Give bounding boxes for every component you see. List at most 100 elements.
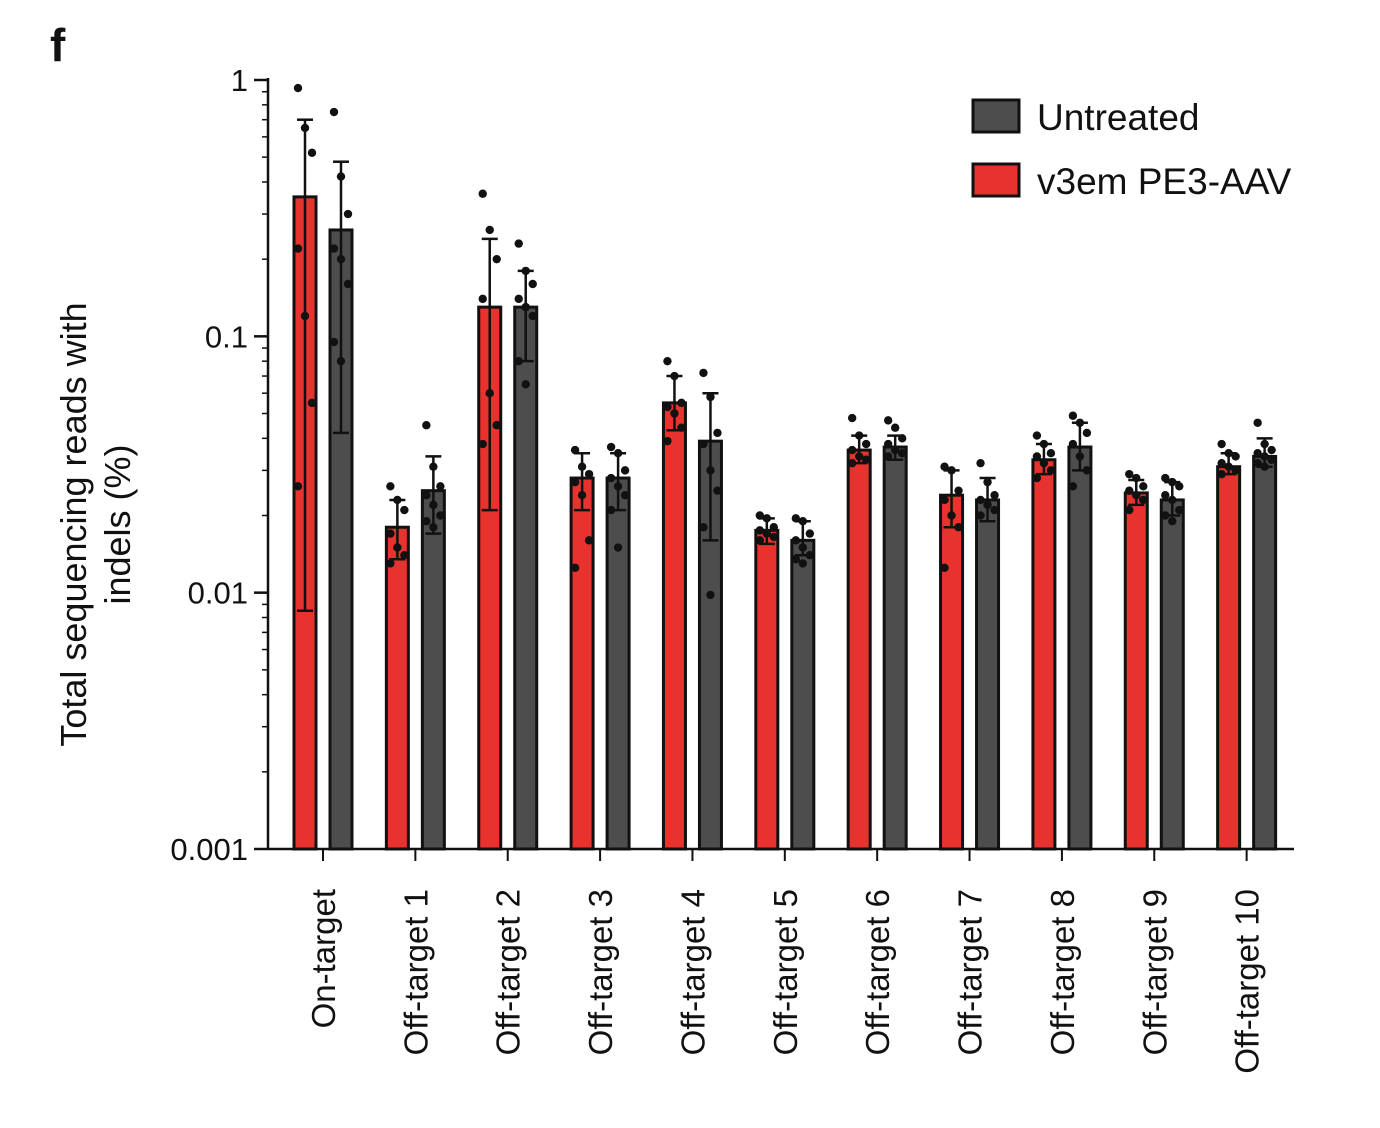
- y-tick-label: 0.001: [170, 832, 248, 867]
- data-point: [983, 500, 992, 510]
- x-tick-label: Off-target 2: [490, 889, 527, 1055]
- data-point: [706, 590, 715, 600]
- data-point: [706, 466, 715, 475]
- data-point: [1032, 473, 1042, 483]
- data-point: [990, 505, 999, 515]
- data-point: [713, 486, 722, 495]
- data-point: [947, 466, 956, 475]
- bar-treated: [661, 401, 687, 851]
- data-point: [713, 428, 722, 438]
- data-point: [1217, 458, 1226, 468]
- data-point: [1046, 449, 1056, 458]
- data-point: [1032, 431, 1042, 440]
- data-point: [478, 189, 487, 198]
- data-point: [670, 371, 679, 381]
- data-point: [307, 398, 317, 408]
- data-point: [1046, 466, 1056, 475]
- data-point: [492, 254, 501, 264]
- data-point: [1161, 511, 1170, 520]
- x-tick-label: Off-target 10: [1229, 889, 1266, 1074]
- bar-untreated: [605, 476, 631, 851]
- data-point: [1068, 439, 1078, 449]
- data-point: [1231, 466, 1240, 475]
- data-point: [883, 439, 893, 449]
- data-point: [422, 517, 431, 526]
- bars-layer: [292, 195, 1278, 851]
- data-point: [429, 523, 438, 532]
- data-point: [798, 517, 808, 526]
- data-point: [947, 511, 956, 520]
- data-point: [1125, 469, 1134, 479]
- data-point: [805, 551, 815, 560]
- data-point: [1039, 458, 1049, 468]
- data-point: [976, 458, 985, 468]
- data-point: [570, 477, 580, 487]
- data-point: [798, 559, 808, 568]
- data-point: [1075, 418, 1085, 427]
- bar-treated: [846, 448, 872, 851]
- data-point: [940, 563, 949, 573]
- data-point: [1267, 445, 1276, 455]
- data-point: [1267, 455, 1276, 464]
- data-point: [1217, 439, 1226, 449]
- y-axis-label: Total sequencing reads with: [53, 302, 94, 746]
- data-point: [606, 473, 616, 483]
- legend: Untreated v3em PE3-AAV: [971, 97, 1292, 202]
- data-point: [492, 421, 501, 430]
- data-point: [990, 491, 999, 500]
- data-point: [343, 279, 353, 289]
- data-point: [1125, 505, 1134, 515]
- data-point: [1032, 452, 1042, 461]
- data-point: [805, 529, 815, 538]
- data-point: [1132, 491, 1141, 500]
- x-tick-label: Off-target 1: [397, 889, 434, 1055]
- bar-treated: [1031, 458, 1057, 851]
- data-point: [400, 505, 409, 515]
- bar-untreated: [1159, 498, 1185, 851]
- data-point: [386, 559, 395, 568]
- data-point: [300, 123, 310, 133]
- data-point: [400, 551, 409, 560]
- data-point: [1224, 449, 1233, 458]
- data-point: [670, 409, 679, 418]
- data-point: [940, 462, 949, 471]
- data-point: [514, 239, 523, 248]
- data-point: [1168, 477, 1177, 487]
- data-point: [521, 380, 530, 389]
- bar-treated: [754, 528, 780, 851]
- data-point: [485, 225, 494, 235]
- data-point: [791, 555, 801, 564]
- data-point: [577, 491, 587, 500]
- data-point: [584, 536, 594, 545]
- data-point: [1224, 462, 1233, 471]
- data-point: [1139, 482, 1148, 491]
- data-point: [1082, 466, 1092, 475]
- legend-swatch: [971, 98, 1021, 134]
- data-point: [1168, 495, 1177, 505]
- bar-untreated: [1252, 454, 1278, 851]
- data-point: [755, 526, 765, 535]
- data-point: [521, 302, 530, 312]
- data-point: [677, 398, 686, 408]
- data-point: [1253, 458, 1262, 468]
- data-point: [620, 466, 630, 475]
- data-point: [528, 311, 537, 321]
- data-point: [393, 495, 402, 505]
- bar-untreated: [1067, 445, 1093, 851]
- legend-label: Untreated: [1037, 97, 1200, 138]
- data-point: [429, 500, 438, 510]
- y-tick-label: 1: [231, 63, 248, 98]
- data-point: [854, 452, 864, 461]
- data-point: [422, 491, 431, 500]
- data-point: [570, 563, 580, 573]
- data-point: [528, 279, 537, 289]
- data-point: [584, 469, 594, 479]
- data-point: [1039, 439, 1049, 449]
- x-tick-label: Off-target 3: [582, 889, 619, 1055]
- data-point: [1175, 505, 1184, 515]
- data-point: [1175, 482, 1184, 491]
- data-point: [521, 266, 530, 276]
- data-point: [791, 536, 801, 545]
- data-point: [1260, 462, 1269, 471]
